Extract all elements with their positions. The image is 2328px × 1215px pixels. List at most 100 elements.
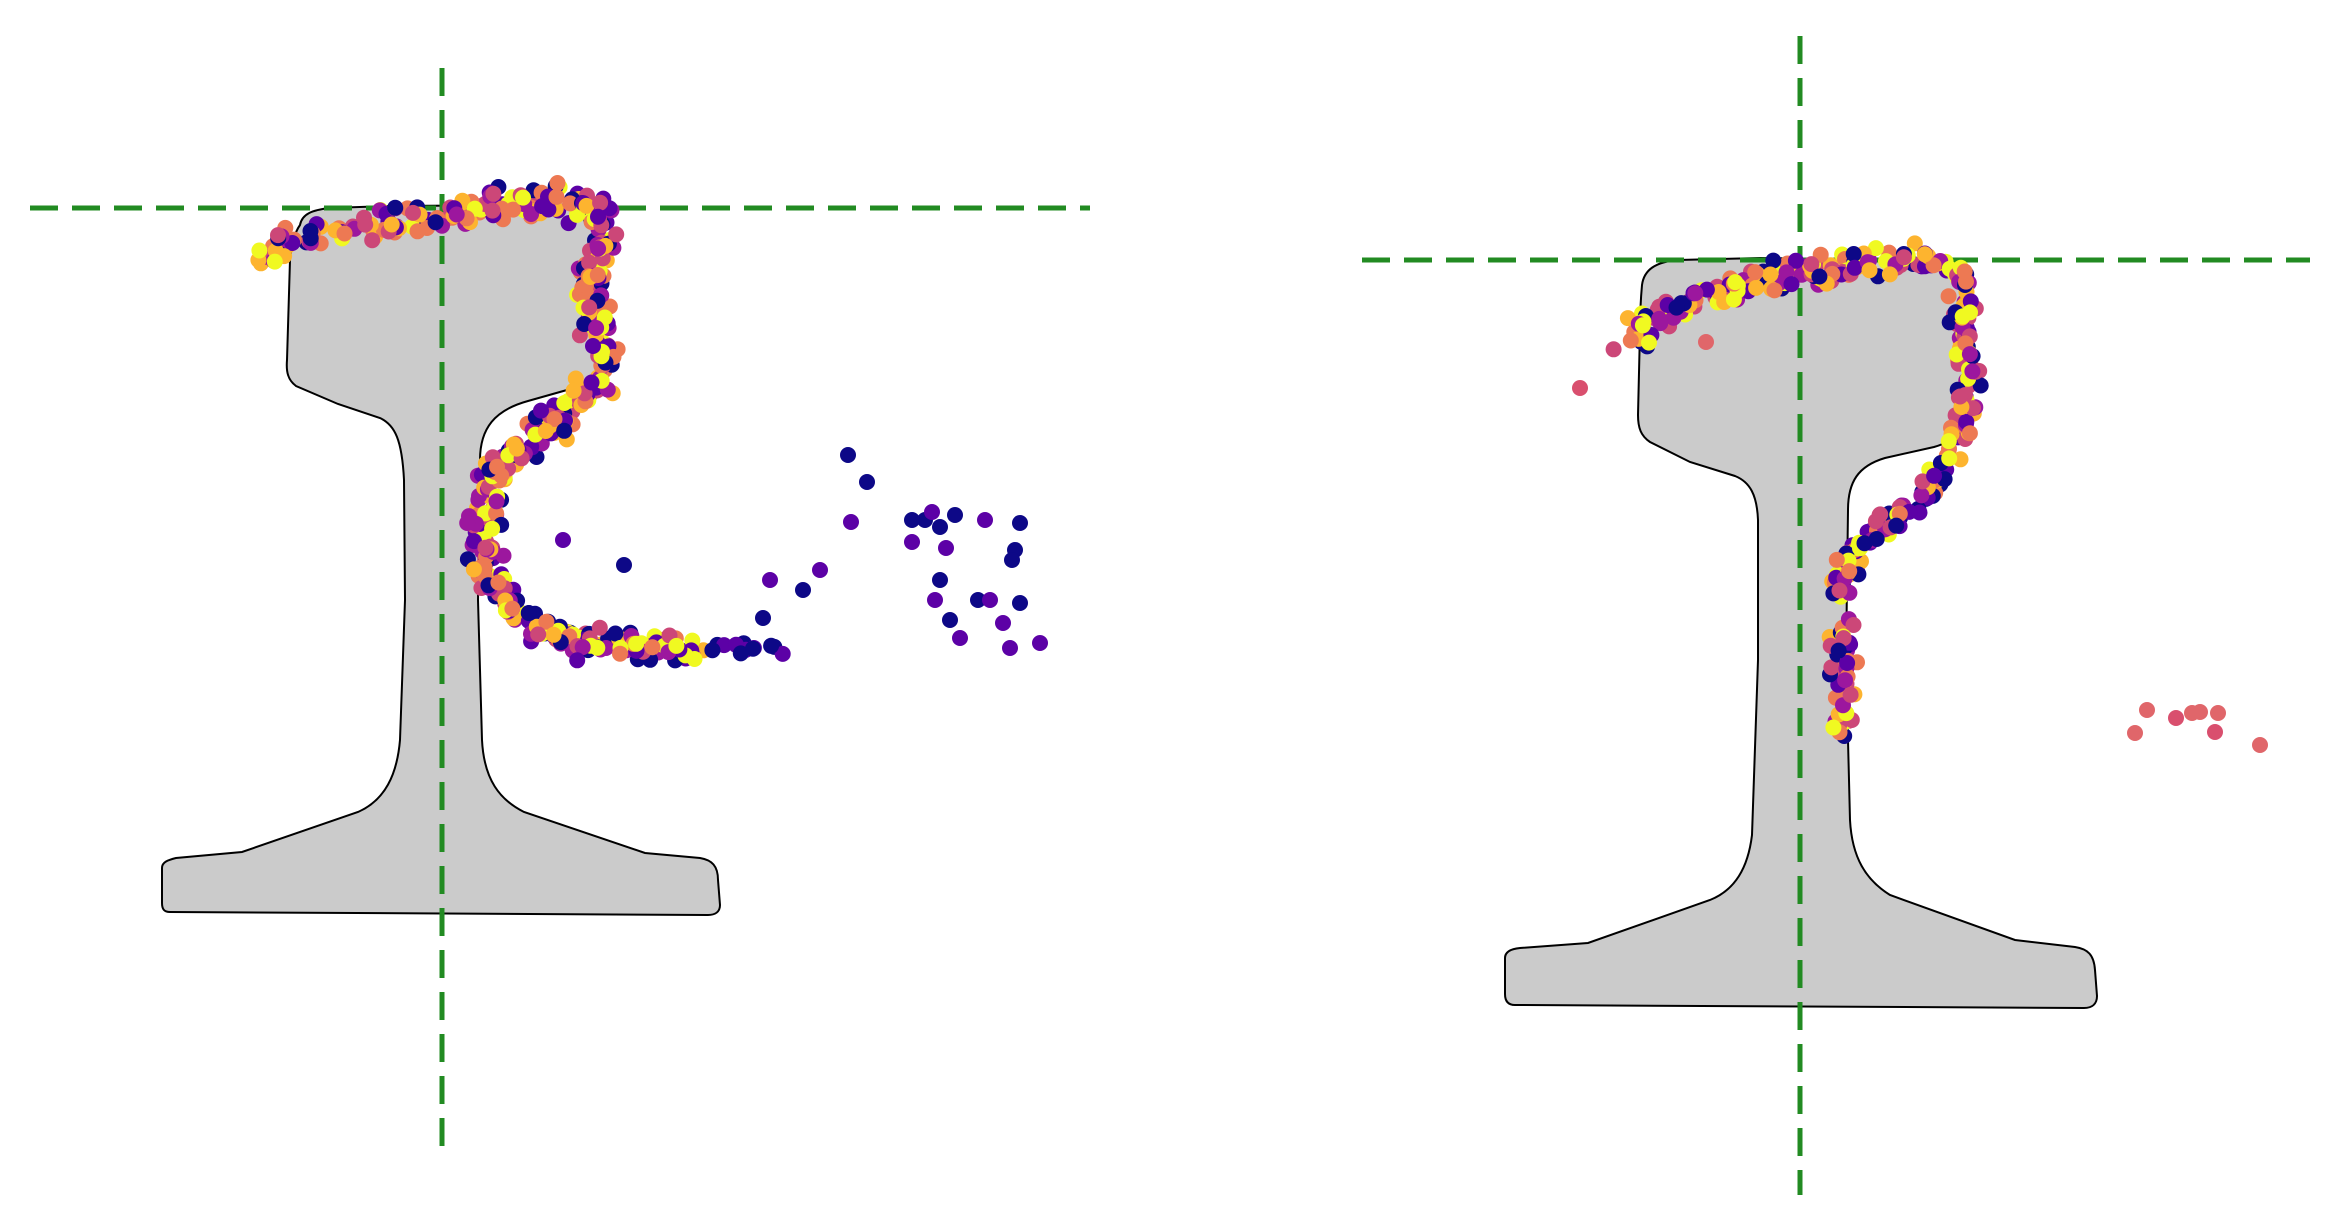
data-point [590,240,607,257]
data-point [1835,630,1852,647]
data-point [383,216,400,233]
data-point [2207,724,2223,740]
data-point [1823,659,1840,676]
data-point [762,572,778,588]
data-point [484,202,501,219]
data-point [686,651,703,667]
data-point [504,600,521,617]
data-point [1605,341,1622,358]
data-point [1964,363,1981,380]
data-point [1783,276,1800,293]
data-point [1842,686,1859,703]
data-point [932,572,948,588]
data-point [540,201,557,218]
data-point [508,440,525,457]
data-point [448,206,465,223]
data-point [270,227,286,244]
data-point [1940,288,1957,305]
left-panel [30,68,1090,1160]
data-point [537,423,554,439]
data-point [251,242,268,259]
data-point [1765,252,1782,269]
data-point [1906,235,1923,252]
data-point [607,625,624,642]
data-point [1651,310,1668,327]
data-point [581,299,598,316]
data-point [591,619,608,636]
data-point [583,374,600,391]
data-point [970,592,986,608]
data-point [589,639,606,656]
data-point [588,320,605,336]
data-point [1032,635,1048,651]
data-point [927,592,943,608]
data-point [1916,246,1933,263]
data-point [1837,672,1854,689]
data-point [565,382,582,399]
data-point [1002,640,1018,656]
data-point [548,188,565,205]
data-point [427,214,444,231]
data-point [538,613,555,630]
data-point [1830,642,1847,659]
data-point [1856,535,1873,552]
data-point [1828,551,1845,568]
data-point [523,206,540,222]
data-point [1948,346,1965,363]
data-point [1747,264,1764,281]
data-point [1725,291,1742,308]
data-point [612,645,628,662]
data-point [904,534,920,550]
data-point [1622,332,1639,349]
data-point [745,640,761,657]
data-point [1004,552,1020,568]
data-point [409,223,426,240]
data-point [1913,487,1930,504]
data-point [574,639,591,656]
data-point [1641,334,1657,351]
data-point [1762,266,1779,283]
data-point [2139,702,2155,718]
data-point [1687,285,1704,302]
data-point [1952,388,1969,405]
data-point [1872,506,1889,523]
data-point [924,504,940,520]
data-point [1972,377,1989,394]
data-point [704,642,721,659]
data-point [302,230,319,247]
data-point [1634,317,1651,334]
data-point [1811,268,1828,285]
data-point [488,493,505,510]
data-point [1861,262,1878,279]
data-point [1961,346,1978,363]
data-point [405,204,421,221]
data-point [1941,450,1958,467]
data-point [489,458,505,475]
data-point [1012,515,1028,531]
data-point [1867,240,1884,257]
data-point [1962,304,1978,321]
data-point [732,645,749,662]
data-point [477,539,494,556]
data-point [521,605,537,622]
data-point [608,226,625,243]
data-point [1698,334,1714,350]
data-point [1881,266,1898,283]
data-point [1956,263,1973,280]
data-point [592,194,609,211]
data-point [755,610,771,626]
data-point [812,562,828,578]
data-point [982,592,998,608]
data-point [1825,719,1842,736]
data-point [1668,299,1685,316]
right-panel [1362,36,2310,1195]
data-point [2252,737,2268,753]
data-point [1787,252,1804,269]
data-point [578,197,595,214]
data-point [1888,517,1905,534]
data-point [1846,259,1863,276]
data-point [585,338,601,354]
data-point [942,612,958,628]
data-point [484,520,501,537]
data-point [840,447,856,463]
